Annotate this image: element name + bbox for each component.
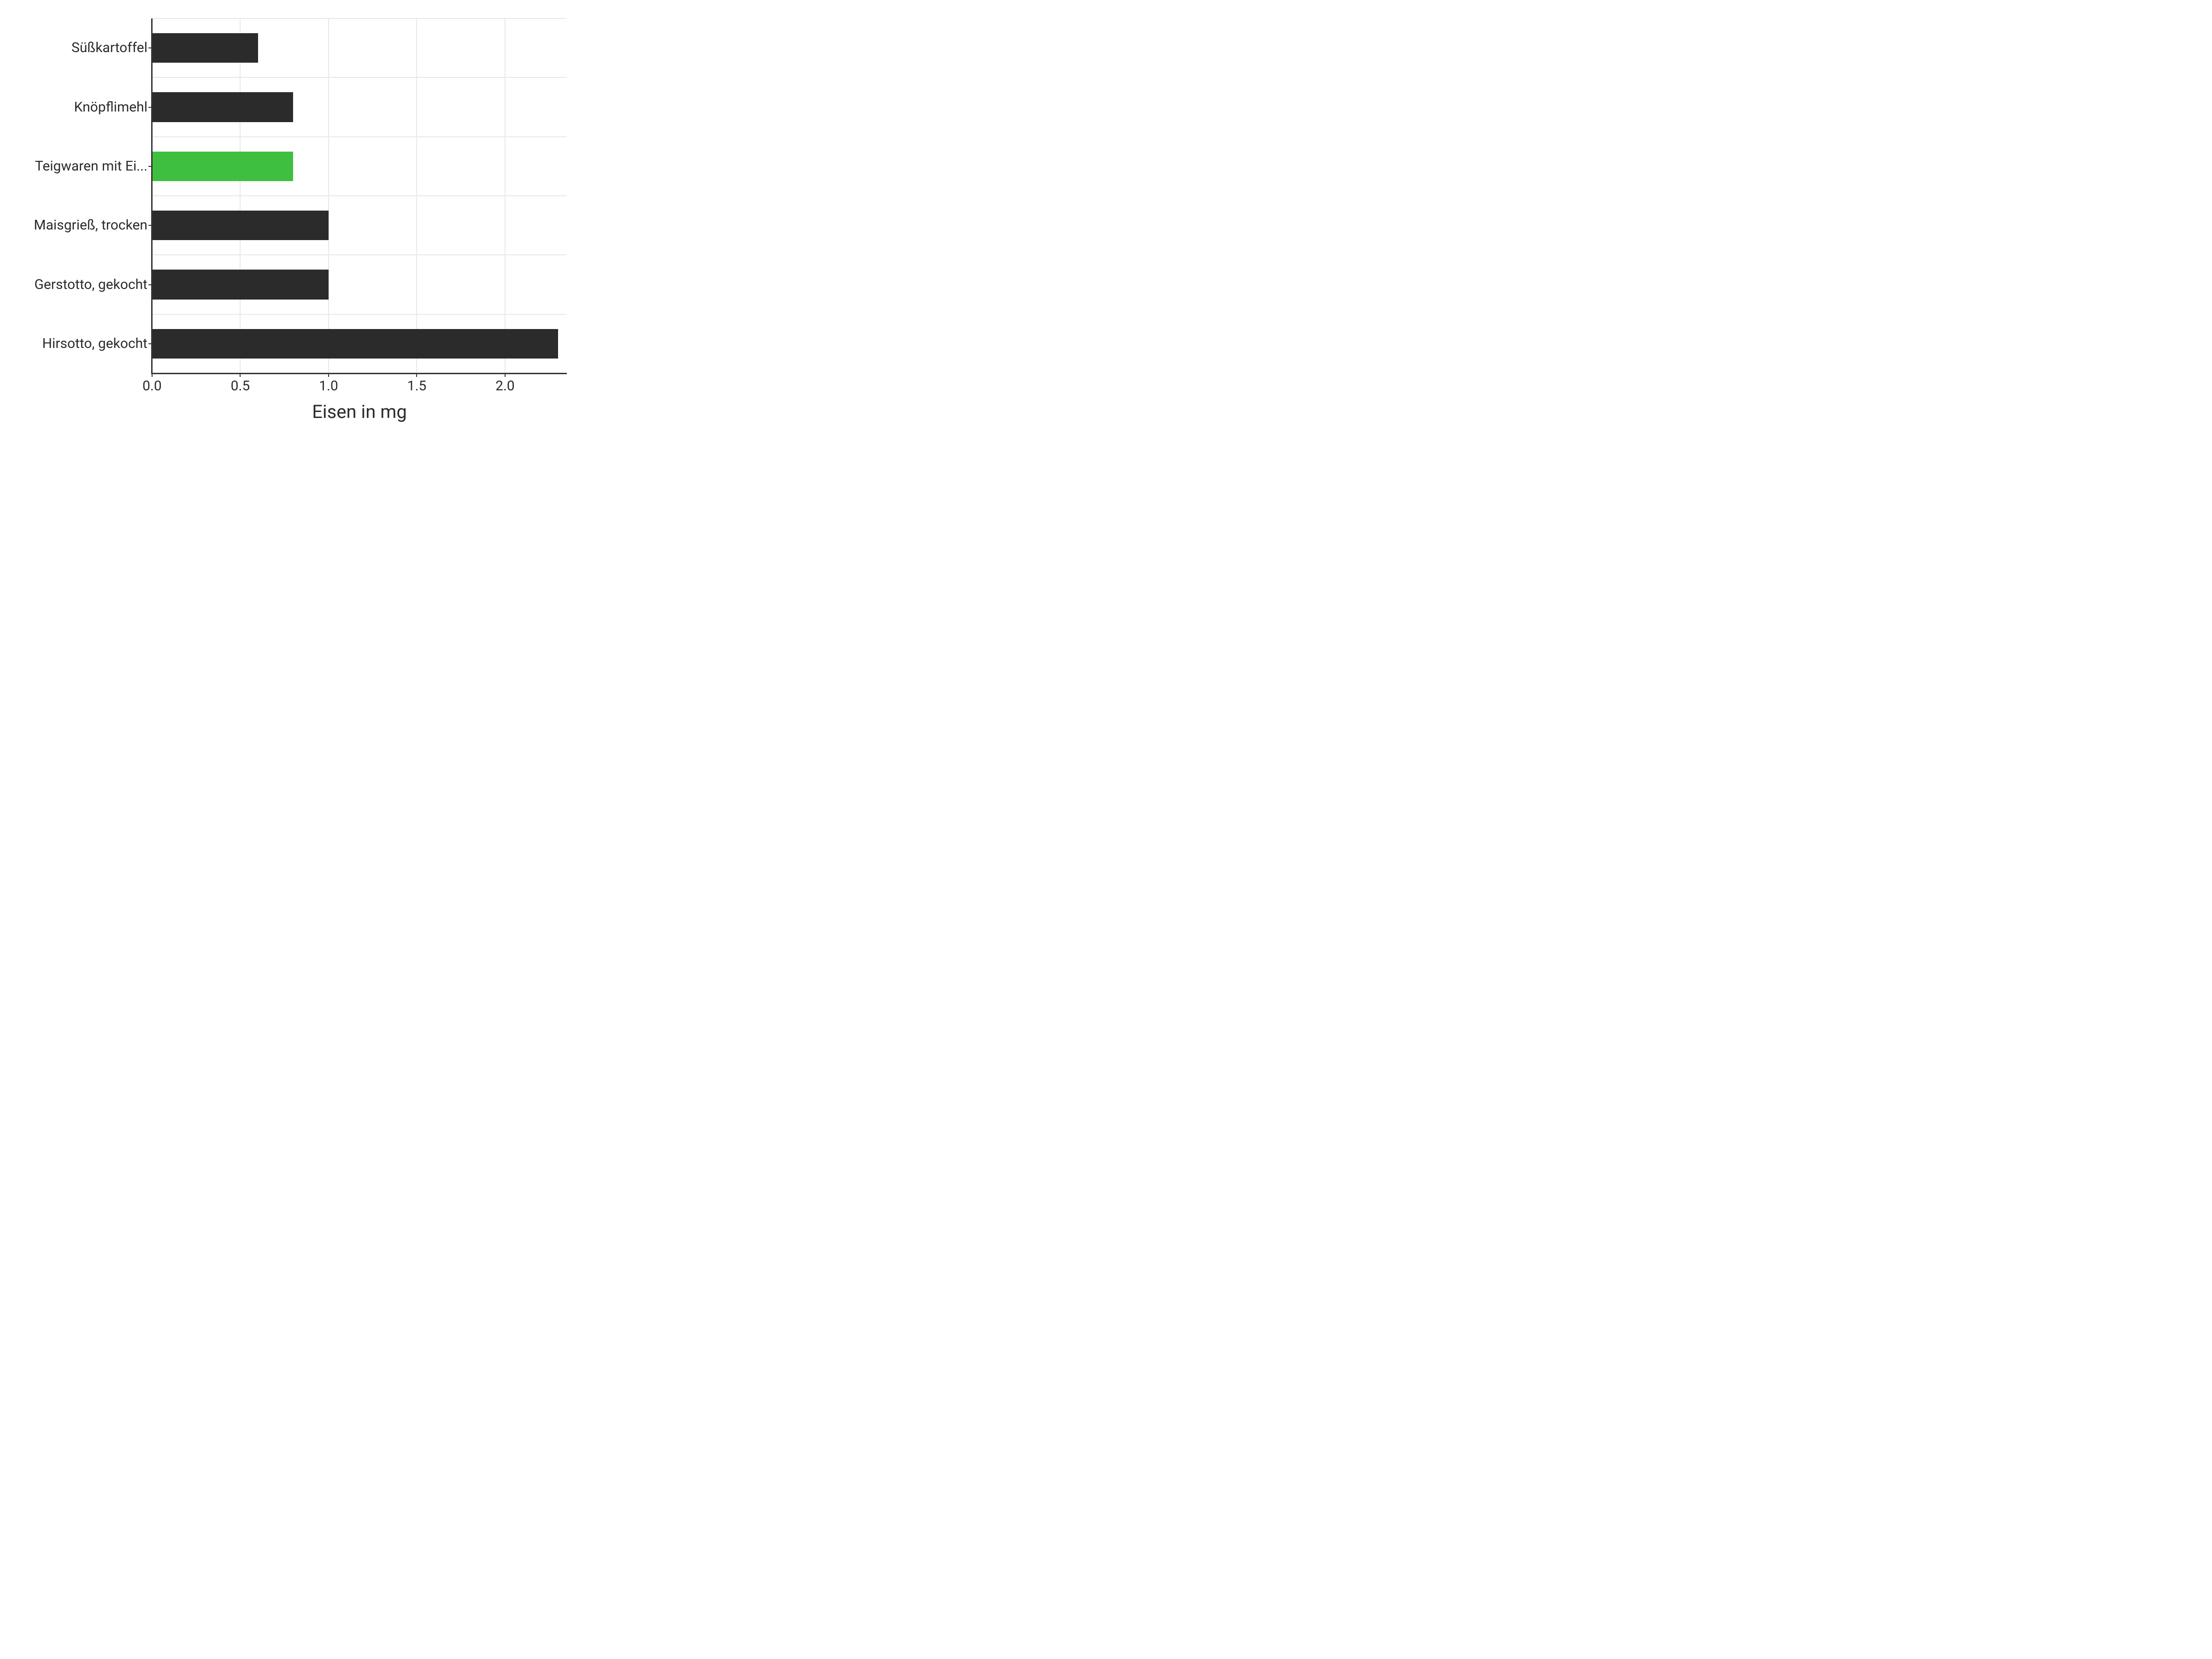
axis-tick [148, 225, 152, 226]
x-tick-label: 2.0 [495, 378, 515, 394]
grid-line [152, 136, 567, 137]
y-axis-line [151, 18, 153, 374]
bar [152, 270, 329, 299]
axis-tick [240, 373, 241, 377]
x-axis-title: Eisen in mg [152, 401, 567, 423]
plot-area [152, 18, 567, 373]
grid-line [152, 195, 567, 196]
bar [152, 33, 258, 63]
x-tick-label: 1.0 [319, 378, 338, 394]
grid-line [152, 254, 567, 255]
axis-tick [148, 284, 152, 285]
axis-tick [148, 107, 152, 108]
y-category-label: Maisgrieß, trocken [18, 217, 147, 234]
bar [152, 211, 329, 240]
x-tick-label: 1.5 [407, 378, 427, 394]
axis-tick [152, 373, 153, 377]
grid-line [152, 314, 567, 315]
axis-tick [416, 373, 417, 377]
chart-container: Süßkartoffel Knöpflimehl Teigwaren mit E… [0, 0, 590, 442]
axis-tick [148, 47, 152, 48]
axis-tick [148, 343, 152, 344]
y-category-label: Süßkartoffel [18, 40, 147, 56]
x-tick-label: 0.5 [231, 378, 250, 394]
y-category-label: Knöpflimehl [18, 99, 147, 116]
grid-line [152, 18, 567, 19]
axis-tick [148, 166, 152, 167]
axis-tick [505, 373, 506, 377]
y-category-label: Teigwaren mit Ei... [18, 158, 147, 175]
axis-tick [328, 373, 329, 377]
bar [152, 92, 293, 122]
bar [152, 329, 558, 359]
bar-highlighted [152, 152, 293, 181]
x-tick-label: 0.0 [142, 378, 162, 394]
y-category-label: Hirsotto, gekocht [18, 335, 147, 352]
grid-line [152, 77, 567, 78]
y-category-label: Gerstotto, gekocht [18, 276, 147, 293]
